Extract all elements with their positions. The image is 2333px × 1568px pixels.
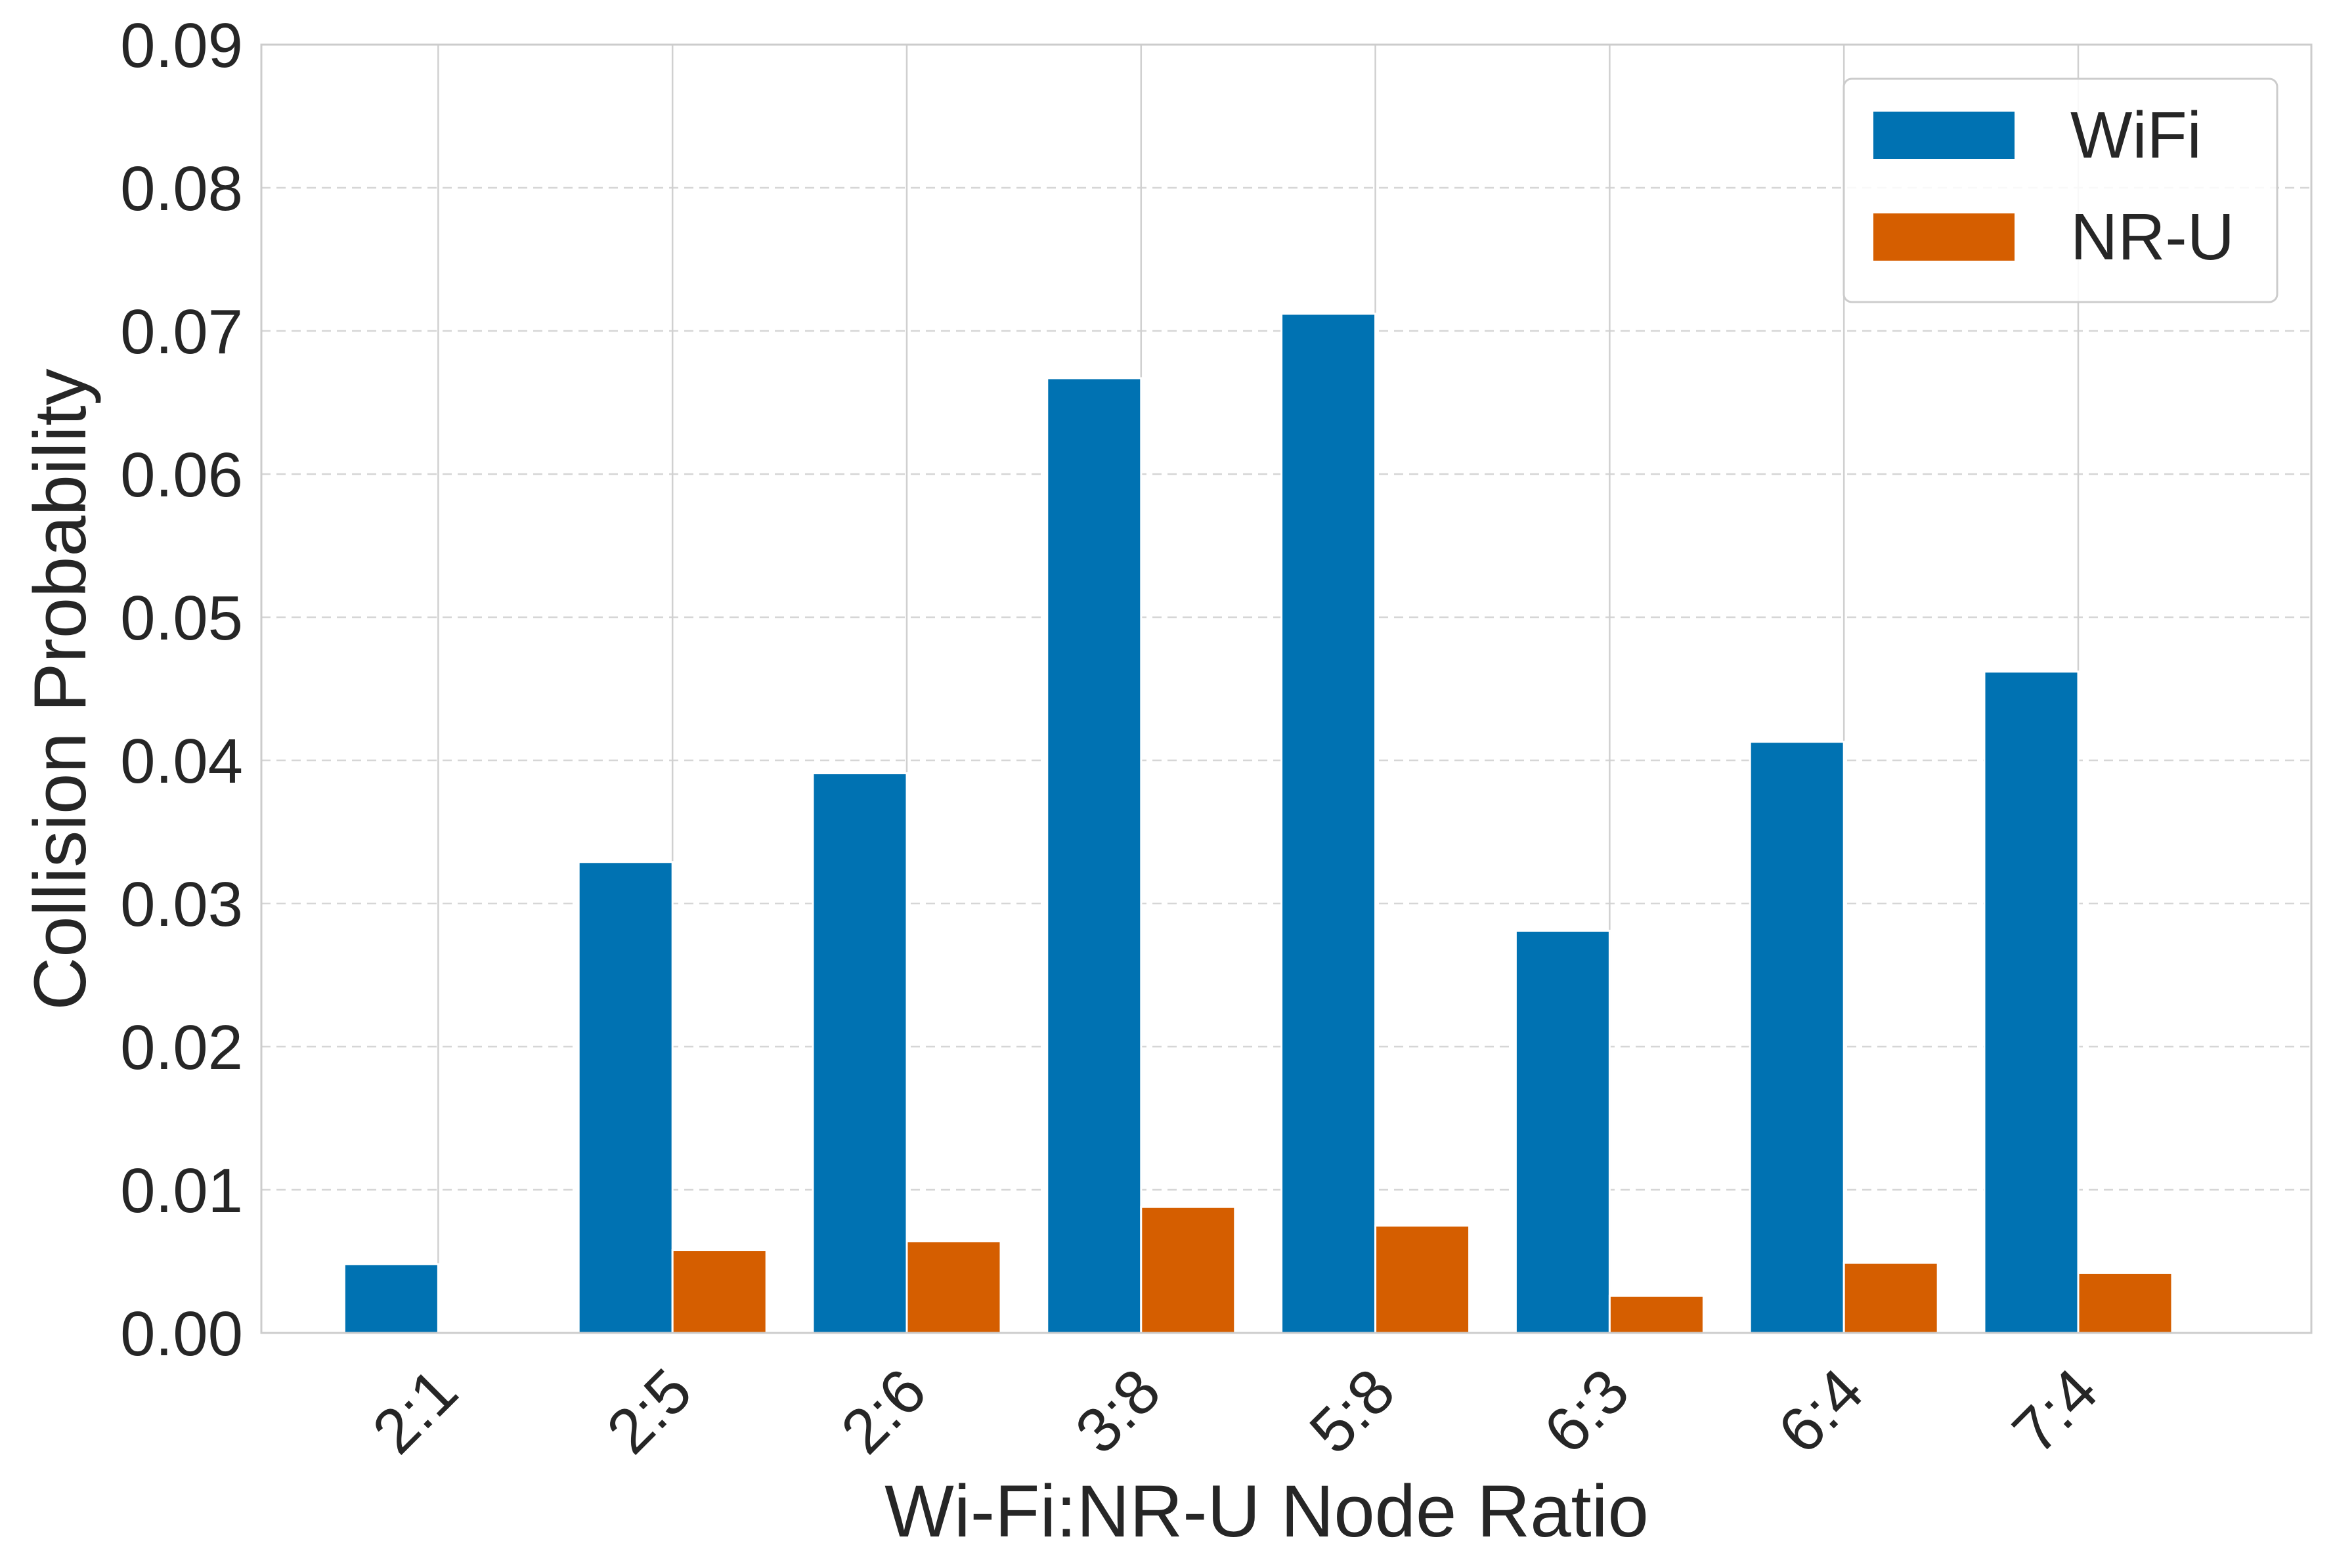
bar-wifi-2-1 xyxy=(343,1263,439,1334)
bar-wifi-6-4 xyxy=(1749,741,1845,1334)
y-tick-labels: 0.00 0.01 0.02 0.03 0.04 0.05 0.06 0.07 0.08 0.09 xyxy=(120,11,243,1369)
y-axis-label: Collision Probability xyxy=(19,368,101,1010)
bar-wifi-6-3 xyxy=(1514,929,1611,1334)
bar-wifi-2-6 xyxy=(812,772,908,1334)
bar-wifi-5-8 xyxy=(1280,313,1377,1334)
x-tick-label: 6:3 xyxy=(1531,1355,1642,1467)
legend-label: NR-U xyxy=(2070,200,2235,274)
x-tick-label: 3:8 xyxy=(1062,1355,1174,1467)
y-tick-label: 0.05 xyxy=(120,583,243,653)
legend-swatch-wifi xyxy=(1873,112,2015,159)
x-axis-label: Wi-Fi:NR-U Node Ratio xyxy=(884,1470,1649,1552)
y-tick-label: 0.06 xyxy=(120,440,243,510)
bar-nr-u-2-5 xyxy=(671,1249,768,1334)
bar-wifi-2-5 xyxy=(577,861,674,1334)
x-tick-label: 5:8 xyxy=(1296,1355,1408,1467)
legend-label: WiFi xyxy=(2070,98,2202,172)
bar-nr-u-3-8 xyxy=(1140,1206,1236,1334)
y-tick-label: 0.07 xyxy=(120,297,243,367)
y-tick-label: 0.08 xyxy=(120,154,243,224)
y-tick-label: 0.03 xyxy=(120,869,243,940)
bar-nr-u-6-3 xyxy=(1608,1294,1705,1334)
x-tick-labels: 2:1 2:5 2:6 3:8 5:8 6:3 6:4 7:4 xyxy=(359,1355,2111,1467)
bar-nr-u-5-8 xyxy=(1374,1225,1471,1334)
y-tick-label: 0.00 xyxy=(120,1299,243,1369)
plot-frame xyxy=(260,43,2313,1334)
bars xyxy=(343,313,2173,1334)
x-tick-label: 6:4 xyxy=(1765,1355,1877,1467)
y-tick-label: 0.09 xyxy=(120,11,243,81)
bar-wifi-3-8 xyxy=(1046,377,1143,1334)
x-tick-label: 2:1 xyxy=(359,1355,471,1467)
y-tick-label: 0.02 xyxy=(120,1013,243,1083)
bar-nr-u-2-6 xyxy=(905,1240,1002,1334)
x-tick-label: 2:6 xyxy=(828,1355,940,1467)
y-tick-label: 0.04 xyxy=(120,726,243,796)
bar-nr-u-7-4 xyxy=(2077,1271,2173,1334)
legend: WiFi NR-U xyxy=(1842,77,2278,303)
x-tick-label: 7:4 xyxy=(1999,1355,2111,1467)
x-tick-label: 2:5 xyxy=(594,1355,705,1467)
bar-wifi-7-4 xyxy=(1983,670,2080,1334)
legend-items: WiFi NR-U xyxy=(1873,98,2235,274)
y-tick-label: 0.01 xyxy=(120,1156,243,1226)
bar-nr-u-6-4 xyxy=(1842,1261,1939,1334)
legend-swatch-nr-u xyxy=(1873,213,2015,261)
